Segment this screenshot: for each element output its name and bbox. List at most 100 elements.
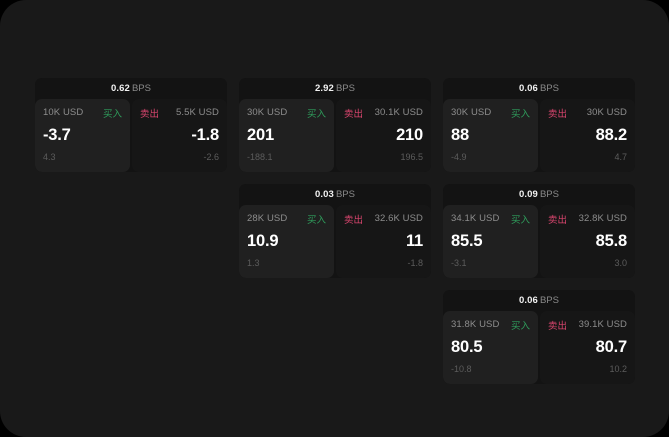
sell-side[interactable]: 卖出 32.6K USD 11 -1.8 <box>336 205 431 278</box>
sell-price: -1.8 <box>191 126 219 144</box>
sell-quantity: 32.6K USD <box>374 213 423 224</box>
bps-unit-label: BPS <box>131 83 151 94</box>
sell-subvalue: 10.2 <box>609 364 627 374</box>
sell-action-label: 卖出 <box>344 108 364 120</box>
buy-price: 85.5 <box>451 232 483 250</box>
sell-subvalue: 3.0 <box>614 258 627 268</box>
buy-side-top: 30K USD 买入 <box>451 106 530 120</box>
sell-side-top: 卖出 30K USD <box>548 106 627 120</box>
sell-action-label: 卖出 <box>548 214 568 226</box>
bps-value: 0.03 <box>315 189 334 200</box>
sell-quantity: 32.8K USD <box>578 213 627 224</box>
buy-side[interactable]: 34.1K USD 买入 85.5 -3.1 <box>443 205 538 278</box>
sell-quantity: 5.5K USD <box>175 107 219 118</box>
sell-side[interactable]: 卖出 5.5K USD -1.8 -2.6 <box>132 99 227 172</box>
quote-card-header: 2.92 BPS <box>239 78 431 99</box>
buy-side-top: 10K USD 买入 <box>43 106 122 120</box>
buy-subvalue: -188.1 <box>247 152 273 162</box>
sell-price: 85.8 <box>595 232 628 250</box>
buy-side[interactable]: 31.8K USD 买入 80.5 -10.8 <box>443 311 538 384</box>
quote-card[interactable]: 0.09 BPS 34.1K USD 买入 85.5 -3.1 卖出 <box>443 184 635 278</box>
sell-quantity: 30.1K USD <box>374 107 423 118</box>
bps-unit-label: BPS <box>539 295 559 306</box>
quote-card[interactable]: 0.03 BPS 28K USD 买入 10.9 1.3 卖出 <box>239 184 431 278</box>
buy-action-label: 买入 <box>306 214 326 226</box>
buy-side[interactable]: 30K USD 买入 201 -188.1 <box>239 99 334 172</box>
sell-price: 80.7 <box>595 338 628 356</box>
quote-card-body: 31.8K USD 买入 80.5 -10.8 卖出 39.1K USD 80.… <box>443 311 635 384</box>
sell-subvalue: 4.7 <box>614 152 627 162</box>
quote-card-body: 30K USD 买入 88 -4.9 卖出 30K USD 88.2 4.7 <box>443 99 635 172</box>
sell-subvalue: -1.8 <box>407 258 423 268</box>
quote-card-body: 28K USD 买入 10.9 1.3 卖出 32.6K USD 11 -1.8 <box>239 205 431 278</box>
bps-unit-label: BPS <box>539 189 559 200</box>
buy-price: 201 <box>247 126 274 144</box>
sell-action-label: 卖出 <box>548 320 568 332</box>
quote-card-grid: 0.62 BPS 10K USD 买入 -3.7 4.3 卖出 <box>35 78 635 390</box>
buy-quantity: 30K USD <box>247 107 288 118</box>
quote-card-body: 10K USD 买入 -3.7 4.3 卖出 5.5K USD -1.8 -2.… <box>35 99 227 172</box>
buy-side-top: 30K USD 买入 <box>247 106 326 120</box>
quote-card-header: 0.62 BPS <box>35 78 227 99</box>
quote-column-2: 2.92 BPS 30K USD 买入 201 -188.1 卖出 <box>239 78 431 290</box>
buy-side[interactable]: 28K USD 买入 10.9 1.3 <box>239 205 334 278</box>
sell-action-label: 卖出 <box>548 108 568 120</box>
bps-unit-label: BPS <box>539 83 559 94</box>
buy-subvalue: -10.8 <box>451 364 472 374</box>
buy-side-top: 28K USD 买入 <box>247 212 326 226</box>
sell-side[interactable]: 卖出 30.1K USD 210 196.5 <box>336 99 431 172</box>
bps-unit-label: BPS <box>335 189 355 200</box>
sell-side-top: 卖出 39.1K USD <box>548 318 627 332</box>
sell-side[interactable]: 卖出 30K USD 88.2 4.7 <box>540 99 635 172</box>
quote-column-3: 0.06 BPS 30K USD 买入 88 -4.9 卖出 <box>443 78 635 396</box>
buy-quantity: 10K USD <box>43 107 84 118</box>
quote-card-header: 0.06 BPS <box>443 78 635 99</box>
buy-side[interactable]: 30K USD 买入 88 -4.9 <box>443 99 538 172</box>
quote-card-header: 0.03 BPS <box>239 184 431 205</box>
buy-price: 88 <box>451 126 469 144</box>
buy-quantity: 28K USD <box>247 213 288 224</box>
bps-value: 0.09 <box>519 189 538 200</box>
sell-side-top: 卖出 32.6K USD <box>344 212 423 226</box>
buy-subvalue: -4.9 <box>451 152 467 162</box>
buy-quantity: 31.8K USD <box>451 319 500 330</box>
quote-card-body: 30K USD 买入 201 -188.1 卖出 30.1K USD 210 1… <box>239 99 431 172</box>
sell-side[interactable]: 卖出 39.1K USD 80.7 10.2 <box>540 311 635 384</box>
quote-card-body: 34.1K USD 买入 85.5 -3.1 卖出 32.8K USD 85.8… <box>443 205 635 278</box>
buy-price: 10.9 <box>247 232 279 250</box>
buy-side-top: 31.8K USD 买入 <box>451 318 530 332</box>
buy-action-label: 买入 <box>510 320 530 332</box>
sell-side[interactable]: 卖出 32.8K USD 85.8 3.0 <box>540 205 635 278</box>
buy-action-label: 买入 <box>510 214 530 226</box>
quote-column-1: 0.62 BPS 10K USD 买入 -3.7 4.3 卖出 <box>35 78 227 184</box>
buy-action-label: 买入 <box>510 108 530 120</box>
buy-action-label: 买入 <box>306 108 326 120</box>
sell-side-top: 卖出 5.5K USD <box>140 106 219 120</box>
buy-subvalue: -3.1 <box>451 258 467 268</box>
quote-card-header: 0.06 BPS <box>443 290 635 311</box>
buy-side[interactable]: 10K USD 买入 -3.7 4.3 <box>35 99 130 172</box>
quote-card[interactable]: 2.92 BPS 30K USD 买入 201 -188.1 卖出 <box>239 78 431 172</box>
buy-price: -3.7 <box>43 126 71 144</box>
bps-value: 0.06 <box>519 295 538 306</box>
sell-subvalue: -2.6 <box>203 152 219 162</box>
sell-price: 210 <box>396 126 423 144</box>
sell-subvalue: 196.5 <box>400 152 423 162</box>
bps-value: 2.92 <box>315 83 334 94</box>
quote-card[interactable]: 0.06 BPS 31.8K USD 买入 80.5 -10.8 卖出 <box>443 290 635 384</box>
bps-value: 0.62 <box>111 83 130 94</box>
buy-quantity: 30K USD <box>451 107 492 118</box>
quote-card[interactable]: 0.62 BPS 10K USD 买入 -3.7 4.3 卖出 <box>35 78 227 172</box>
buy-subvalue: 1.3 <box>247 258 260 268</box>
sell-quantity: 30K USD <box>586 107 627 118</box>
bps-unit-label: BPS <box>335 83 355 94</box>
buy-price: 80.5 <box>451 338 483 356</box>
bps-value: 0.06 <box>519 83 538 94</box>
buy-quantity: 34.1K USD <box>451 213 500 224</box>
sell-side-top: 卖出 30.1K USD <box>344 106 423 120</box>
buy-side-top: 34.1K USD 买入 <box>451 212 530 226</box>
buy-action-label: 买入 <box>102 108 122 120</box>
sell-action-label: 卖出 <box>344 214 364 226</box>
sell-action-label: 卖出 <box>140 108 160 120</box>
quote-card[interactable]: 0.06 BPS 30K USD 买入 88 -4.9 卖出 <box>443 78 635 172</box>
